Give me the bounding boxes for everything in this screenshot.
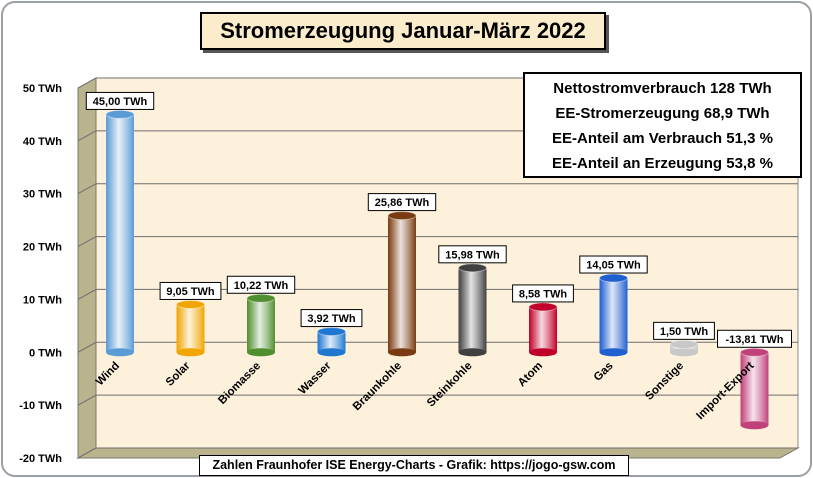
bar-base xyxy=(247,348,275,357)
source-note: Zahlen Fraunhofer ISE Energy-Charts - Gr… xyxy=(199,455,629,476)
data-label-text: 10,22 TWh xyxy=(234,280,289,292)
bar-base xyxy=(458,348,487,357)
data-labels: 45,00 TWh 9,05 TWh 10,22 TWh 3,92 TWh 25,86 … xyxy=(85,91,792,348)
bar-base xyxy=(599,348,628,357)
y-tick-label: 0 TWh xyxy=(29,347,62,359)
data-label: 15,98 TWh xyxy=(438,245,507,264)
gridline xyxy=(77,447,798,459)
gridline xyxy=(77,183,798,195)
info-line-renewable-generation: EE-Stromerzeugung 68,9 TWh xyxy=(555,105,770,122)
bar-base xyxy=(670,348,698,357)
y-tick-label: 50 TWh xyxy=(23,83,62,95)
bar-atom xyxy=(528,302,558,357)
data-label-text: -13,81 TWh xyxy=(725,334,783,346)
bar-sonstige xyxy=(669,339,699,357)
data-label: 3,92 TWh xyxy=(300,309,363,328)
data-label: -13,81 TWh xyxy=(717,329,792,348)
bar-braunkohle xyxy=(387,211,417,357)
bar-top xyxy=(669,339,699,349)
bar-shade xyxy=(317,331,346,353)
bar-wind xyxy=(105,109,135,357)
bar-shade xyxy=(176,304,205,353)
info-line-consumption: Nettostromverbrauch 128 TWh xyxy=(553,80,772,97)
bar-top xyxy=(246,293,276,303)
bar-base xyxy=(740,421,769,430)
bar-top xyxy=(740,347,769,357)
info-line-share-consumption: EE-Anteil am Verbrauch 51,3 % xyxy=(552,130,773,147)
bar-shade xyxy=(106,114,134,353)
bar-base xyxy=(529,348,557,357)
bar-shade xyxy=(458,267,487,353)
bar-base xyxy=(106,348,134,357)
bar-import-export xyxy=(740,347,769,430)
data-label: 10,22 TWh xyxy=(226,275,296,294)
data-label-text: 25,86 TWh xyxy=(375,197,430,209)
bar-top xyxy=(317,327,346,337)
data-label-text: 1,50 TWh xyxy=(660,326,709,338)
data-label-text: 9,05 TWh xyxy=(166,286,215,298)
data-label-text: 8,58 TWh xyxy=(519,288,568,300)
data-label: 45,00 TWh xyxy=(85,91,155,110)
y-axis-ticks: 50 TWh 40 TWh 30 TWh 20 TWh 10 TWh 0 TWh -10 T… xyxy=(19,83,62,465)
data-label: 9,05 TWh xyxy=(159,281,222,300)
bar-base xyxy=(317,348,346,357)
bar-shade xyxy=(247,298,275,353)
bar-steinkohle xyxy=(458,263,487,357)
chart-title: Stromerzeugung Januar-März 2022 xyxy=(200,12,606,50)
bar-top xyxy=(599,273,628,283)
gridline xyxy=(77,236,798,248)
y-tick-label: 10 TWh xyxy=(23,294,62,306)
data-label: 25,86 TWh xyxy=(367,193,437,212)
bar-solar xyxy=(176,299,205,357)
data-label: 14,05 TWh xyxy=(579,255,648,274)
bar-top xyxy=(105,109,135,119)
bar-top xyxy=(528,302,558,312)
data-label-text: 15,98 TWh xyxy=(445,249,500,261)
bar-shade xyxy=(388,215,416,353)
y-tick-label: -10 TWh xyxy=(19,400,62,412)
bar-shade xyxy=(740,352,769,426)
data-label: 8,58 TWh xyxy=(512,284,574,303)
bar-top xyxy=(176,299,205,309)
bar-shade xyxy=(529,306,557,353)
info-line-share-generation: EE-Anteil an Erzeugung 53,8 % xyxy=(552,155,773,172)
y-tick-label: 30 TWh xyxy=(23,189,62,201)
bar-top xyxy=(387,211,417,221)
side-wall xyxy=(77,77,97,459)
bar-base xyxy=(176,348,205,357)
bar-top xyxy=(458,263,487,273)
data-label-text: 14,05 TWh xyxy=(586,260,641,272)
y-tick-label: 20 TWh xyxy=(23,242,62,254)
info-box: Nettostromverbrauch 128 TWh EE-Stromerze… xyxy=(523,72,802,178)
data-label-text: 3,92 TWh xyxy=(307,313,356,325)
bar-biomasse xyxy=(246,293,276,357)
bar-wasser xyxy=(317,327,346,357)
bar-shade xyxy=(599,278,628,353)
data-label: 1,50 TWh xyxy=(653,321,715,340)
y-tick-label: -20 TWh xyxy=(19,453,62,465)
gridline xyxy=(77,394,798,406)
gridline xyxy=(77,341,798,353)
data-label-text: 45,00 TWh xyxy=(93,96,148,108)
bars xyxy=(105,109,769,430)
y-tick-label: 40 TWh xyxy=(23,136,62,148)
bar-base xyxy=(388,348,416,357)
bar-gas xyxy=(599,273,628,357)
